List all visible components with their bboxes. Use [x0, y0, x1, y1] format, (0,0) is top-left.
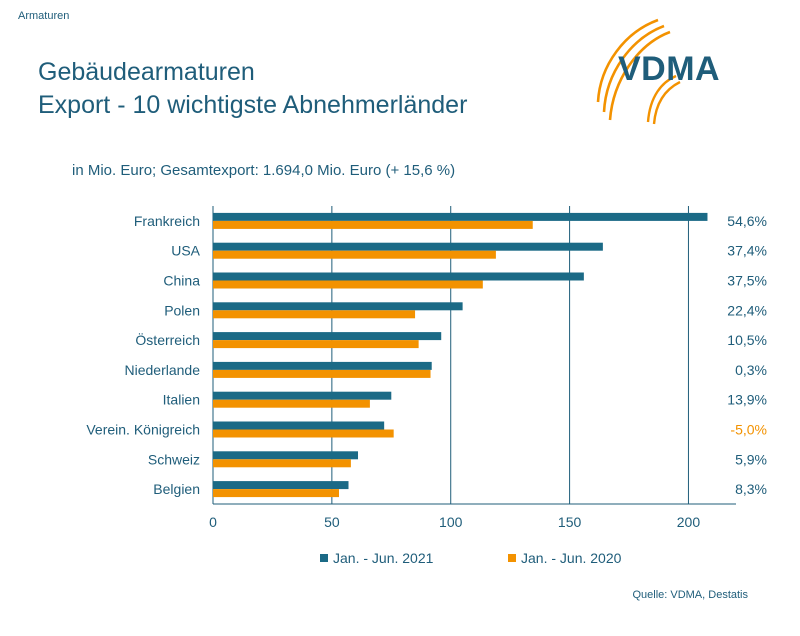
bar-2020 [213, 399, 370, 408]
change-label: 54,6% [727, 213, 767, 229]
legend-item-2020: Jan. - Jun. 2020 [508, 550, 621, 566]
bar-2020 [213, 489, 339, 498]
category-label: China [163, 273, 200, 289]
x-tick-label: 50 [324, 514, 340, 530]
category-label: Frankreich [134, 213, 200, 229]
category-label: USA [171, 243, 200, 259]
title-line-1: Gebäudearmaturen [38, 58, 255, 86]
change-label: 8,3% [735, 481, 767, 497]
change-label: 0,3% [735, 362, 767, 378]
change-label: -5,0% [730, 422, 767, 438]
bar-2021 [213, 451, 359, 460]
x-tick-label: 150 [558, 514, 582, 530]
page-title: Gebäudearmaturen Export - 10 wichtigste … [38, 56, 467, 122]
bar-2020 [213, 459, 351, 468]
change-label: 13,9% [727, 392, 767, 408]
legend-swatch-2021 [320, 554, 328, 562]
vdma-swoosh-logo-icon [596, 18, 681, 125]
vdma-logo-text: VDMA [618, 50, 721, 88]
x-tick-label: 100 [439, 514, 463, 530]
bar-2020 [213, 340, 419, 349]
legend-swatch-2020 [508, 554, 516, 562]
change-label: 37,4% [727, 243, 767, 259]
chart-subtitle: in Mio. Euro; Gesamtexport: 1.694,0 Mio.… [72, 162, 456, 179]
category-label: Belgien [153, 481, 200, 497]
bar-2020 [213, 369, 431, 378]
bar-2021 [213, 361, 432, 370]
legend-item-2021: Jan. - Jun. 2021 [320, 550, 433, 566]
category-label: Schweiz [148, 451, 200, 467]
section-label: Armaturen [18, 10, 70, 22]
category-label: Österreich [135, 331, 200, 348]
category-label: Polen [164, 302, 200, 318]
bar-2021 [213, 212, 708, 221]
change-label: 5,9% [735, 451, 767, 467]
change-label: 37,5% [727, 273, 767, 289]
bar-2021 [213, 421, 385, 430]
title-line-2: Export - 10 wichtigste Abnehmerländer [38, 91, 468, 119]
bar-2020 [213, 280, 483, 289]
bar-2021 [213, 391, 392, 400]
bar-2021 [213, 481, 349, 490]
x-tick-label: 200 [677, 514, 701, 530]
bar-2020 [213, 429, 394, 438]
change-label: 10,5% [727, 332, 767, 348]
category-label: Niederlande [125, 362, 201, 378]
bar-2020 [213, 220, 533, 229]
category-label: Italien [163, 392, 200, 408]
bar-2021 [213, 302, 463, 311]
bar-2020 [213, 310, 416, 319]
legend-label-2020: Jan. - Jun. 2020 [521, 550, 622, 566]
bar-2020 [213, 250, 496, 259]
bar-2021 [213, 272, 584, 281]
bar-2021 [213, 332, 442, 341]
legend-label-2021: Jan. - Jun. 2021 [333, 550, 434, 566]
category-label: Verein. Königreich [86, 422, 200, 438]
x-tick-label: 0 [209, 514, 217, 530]
source-note: Quelle: VDMA, Destatis [632, 589, 748, 601]
change-label: 22,4% [727, 302, 767, 318]
bar-2021 [213, 242, 603, 251]
